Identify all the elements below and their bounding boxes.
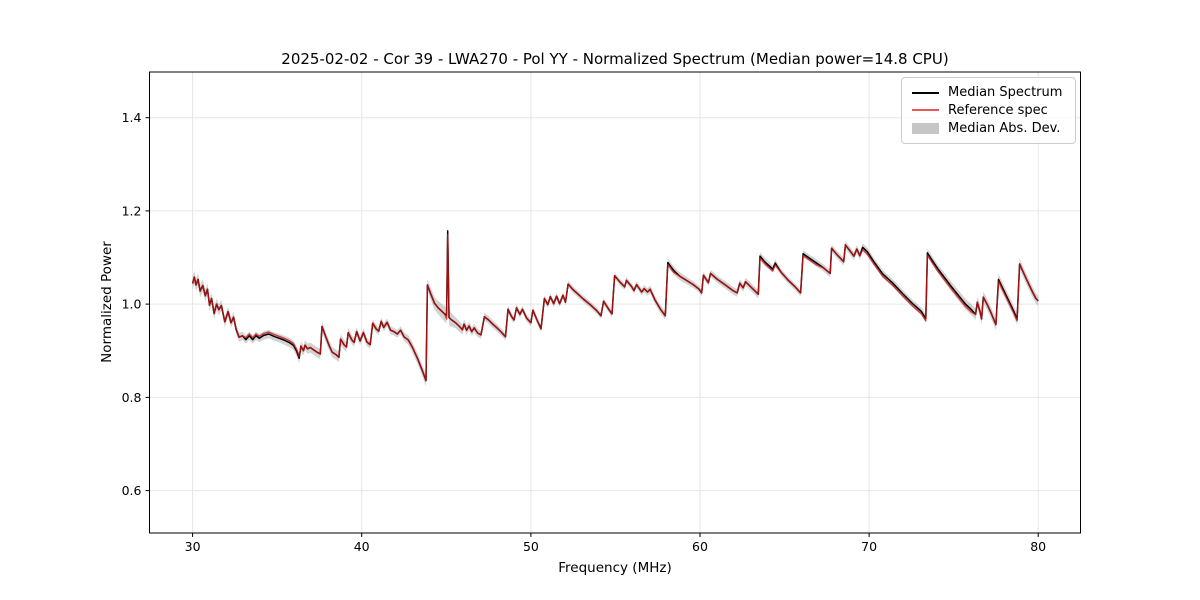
- legend-item-reference-spec: Reference spec: [912, 104, 1065, 117]
- legend-box: Median Spectrum Reference spec Median Ab…: [901, 77, 1076, 144]
- chart-title: 2025-02-02 - Cor 39 - LWA270 - Pol YY - …: [281, 50, 949, 68]
- x-axis-label: Frequency (MHz): [558, 560, 672, 576]
- spectrum-series-group: [191, 222, 1039, 387]
- x-tick-label: 40: [354, 539, 370, 554]
- x-tick-label: 70: [861, 539, 877, 554]
- y-tick-label: 1.0: [122, 297, 142, 312]
- y-tick-label: 1.2: [122, 203, 142, 218]
- legend-label: Median Abs. Dev.: [948, 120, 1061, 136]
- median-abs-dev-patch-swatch: [912, 122, 939, 134]
- y-tick-label: 0.8: [122, 390, 142, 405]
- y-axis-label: Normalized Power: [99, 241, 115, 363]
- x-tick-label: 30: [185, 539, 201, 554]
- x-tick-label: 80: [1030, 539, 1046, 554]
- y-tick-label: 1.4: [122, 110, 142, 125]
- reference-spec-line-swatch: [912, 109, 939, 112]
- legend-item-median-spectrum: Median Spectrum: [912, 86, 1065, 99]
- reference-spec-line: [191, 234, 1039, 382]
- median-spectrum-line-swatch: [912, 91, 939, 94]
- legend-label: Reference spec: [948, 102, 1048, 118]
- legend-label: Median Spectrum: [948, 85, 1063, 101]
- y-tick-label: 0.6: [122, 483, 142, 498]
- axes-spines: [149, 71, 1081, 534]
- x-tick-label: 60: [692, 539, 708, 554]
- legend-item-median-abs-dev: Median Abs. Dev.: [912, 122, 1065, 135]
- x-tick-label: 50: [523, 539, 539, 554]
